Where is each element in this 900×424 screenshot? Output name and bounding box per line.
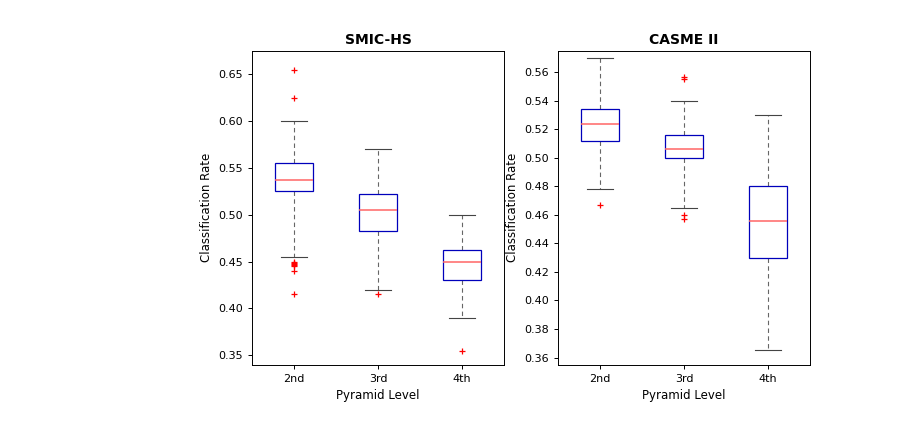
Bar (275, 163, 313, 191)
Title: CASME II: CASME II (649, 33, 719, 47)
Bar (443, 251, 481, 280)
Bar (581, 109, 619, 141)
X-axis label: Pyramid Level: Pyramid Level (643, 389, 725, 402)
Y-axis label: Classification Rate: Classification Rate (200, 153, 212, 262)
Bar (359, 194, 397, 231)
Bar (665, 135, 703, 158)
X-axis label: Pyramid Level: Pyramid Level (337, 389, 419, 402)
Bar (749, 187, 787, 258)
Y-axis label: Classification Rate: Classification Rate (506, 153, 518, 262)
Title: SMIC-HS: SMIC-HS (345, 33, 411, 47)
